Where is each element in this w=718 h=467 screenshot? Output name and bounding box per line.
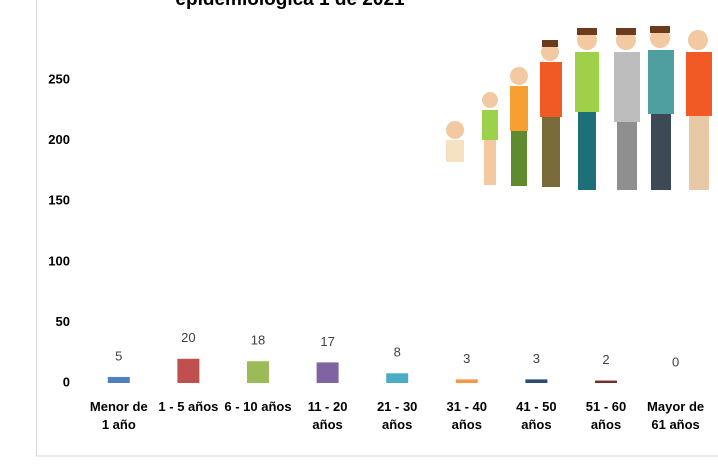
people-illustration [446, 26, 712, 190]
bar [177, 358, 200, 383]
bar [525, 379, 548, 383]
value-label: 5 [115, 348, 122, 363]
chart-title: epidemiológica 1 de 2021 [175, 0, 405, 10]
y-tick-label: 0 [63, 374, 70, 389]
y-tick-label: 150 [48, 193, 70, 208]
bar [386, 373, 409, 383]
bar [595, 380, 617, 383]
bar [107, 376, 130, 383]
value-label: 3 [463, 351, 470, 366]
value-label: 17 [320, 334, 334, 349]
y-tick-label: 100 [48, 253, 70, 268]
x-tick-label: 11 - 20 años [307, 399, 348, 432]
y-tick-label: 50 [56, 314, 70, 329]
x-tick-label: 31 - 40 años [446, 399, 488, 432]
x-tick-label: 51 - 60 años [585, 399, 627, 432]
value-label: 0 [672, 354, 679, 369]
value-label: 3 [533, 351, 540, 366]
y-tick-label: 200 [48, 132, 70, 147]
value-label: 18 [251, 333, 265, 348]
x-tick-label: Menor de 1 año [89, 399, 148, 432]
y-tick-label: 250 [48, 72, 70, 87]
x-tick-label: Mayor de 61 años [647, 399, 705, 432]
value-label: 20 [181, 330, 195, 345]
x-tick-label: 1 - 5 años [158, 399, 219, 414]
bar [247, 361, 269, 383]
x-tick-label: 6 - 10 años [224, 399, 292, 414]
x-tick-label: 41 - 50 años [516, 399, 557, 432]
value-label: 2 [602, 352, 609, 367]
x-tick-label: 21 - 30 años [376, 399, 418, 432]
value-label: 8 [394, 345, 401, 360]
chart-border [36, 0, 718, 457]
bar [455, 379, 478, 383]
bar [316, 362, 339, 383]
